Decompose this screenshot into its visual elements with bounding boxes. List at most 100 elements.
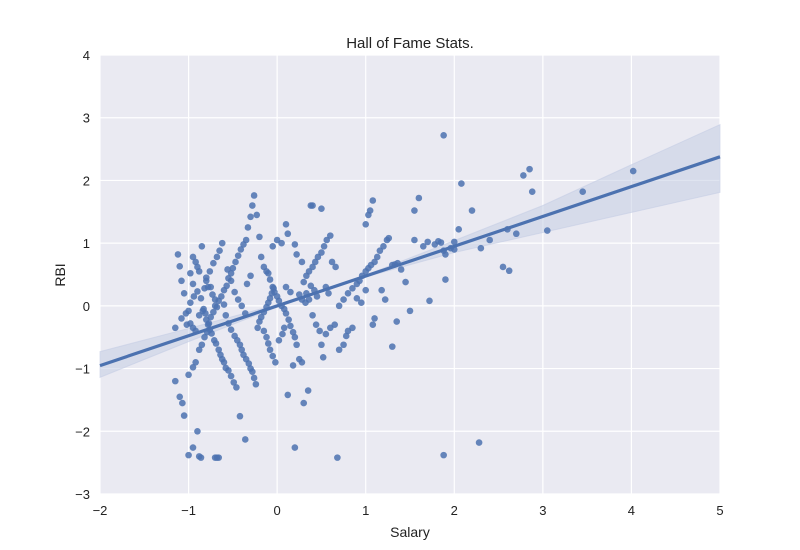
data-point	[218, 293, 225, 300]
data-point	[264, 269, 272, 277]
data-point	[331, 321, 339, 328]
data-point	[180, 290, 188, 297]
data-point	[311, 258, 319, 266]
x-tick-label: 5	[716, 503, 723, 518]
data-point	[320, 242, 328, 250]
data-point	[287, 322, 294, 330]
data-point	[378, 286, 385, 294]
data-point	[197, 454, 205, 461]
data-point	[222, 311, 230, 319]
data-point	[442, 276, 449, 283]
data-point	[458, 180, 465, 187]
data-point	[266, 295, 274, 302]
plot-area	[100, 55, 720, 494]
data-point	[257, 253, 265, 261]
data-point	[209, 291, 216, 298]
x-tick-label: −2	[93, 503, 108, 518]
data-point	[349, 284, 356, 292]
data-point	[224, 266, 231, 273]
data-point	[260, 327, 268, 335]
data-point	[353, 295, 361, 302]
data-point	[254, 324, 261, 332]
data-point	[499, 263, 507, 271]
data-point	[245, 360, 253, 367]
data-point	[233, 384, 240, 391]
data-point	[279, 330, 286, 338]
data-point	[216, 247, 223, 254]
data-point	[185, 371, 192, 379]
data-point	[174, 251, 182, 258]
data-point	[189, 280, 197, 288]
data-points	[171, 131, 637, 461]
data-point	[475, 439, 483, 446]
y-tick-label: 1	[83, 236, 90, 251]
data-point	[335, 346, 343, 354]
data-point	[178, 315, 185, 322]
data-point	[268, 290, 276, 297]
data-point	[257, 313, 265, 321]
data-point	[253, 211, 261, 219]
data-point	[195, 268, 203, 275]
data-point	[295, 291, 303, 298]
data-point	[305, 268, 313, 275]
data-point	[322, 330, 330, 338]
data-point	[266, 346, 274, 354]
data-point	[243, 280, 251, 288]
data-point	[304, 387, 312, 394]
data-point	[298, 258, 306, 266]
data-point	[273, 236, 281, 244]
data-point	[455, 226, 463, 233]
data-point	[210, 308, 217, 316]
data-point	[424, 238, 432, 246]
data-point	[314, 253, 322, 261]
x-tick-label: −1	[181, 503, 196, 518]
data-point	[269, 352, 277, 360]
data-point	[326, 232, 334, 239]
data-point	[411, 207, 418, 214]
data-point	[319, 353, 327, 361]
data-point	[380, 242, 387, 250]
data-point	[189, 364, 197, 371]
data-point	[291, 444, 299, 451]
data-point	[426, 297, 433, 305]
data-point	[218, 239, 226, 247]
data-point	[381, 296, 389, 303]
data-point	[238, 302, 246, 310]
y-tick-label: 0	[83, 299, 90, 314]
data-point	[344, 327, 352, 335]
data-point	[440, 131, 447, 139]
data-point	[264, 340, 272, 347]
data-point	[419, 242, 427, 250]
data-point	[236, 341, 244, 349]
data-point	[220, 301, 228, 308]
data-point	[450, 238, 458, 246]
data-point	[244, 224, 252, 231]
data-point	[318, 249, 325, 256]
data-point	[629, 167, 637, 175]
data-point	[402, 278, 409, 286]
x-tick-label: 2	[451, 503, 458, 518]
data-point	[291, 241, 299, 248]
data-point	[486, 236, 494, 244]
data-point	[198, 242, 206, 250]
data-point	[397, 266, 405, 273]
data-point	[185, 307, 192, 315]
data-point	[291, 333, 299, 341]
data-point	[313, 293, 321, 300]
data-point	[373, 253, 381, 261]
x-tick-label: 1	[362, 503, 369, 518]
data-point	[187, 299, 194, 307]
data-point	[312, 321, 320, 328]
data-point	[298, 359, 306, 366]
data-point	[171, 377, 179, 385]
data-point	[198, 341, 206, 349]
data-point	[229, 264, 237, 272]
data-point	[371, 258, 378, 266]
data-point	[199, 307, 207, 315]
data-point	[211, 302, 219, 310]
data-point	[406, 307, 414, 315]
data-point	[369, 321, 377, 328]
data-point	[284, 391, 292, 399]
x-tick-label: 4	[628, 503, 635, 518]
